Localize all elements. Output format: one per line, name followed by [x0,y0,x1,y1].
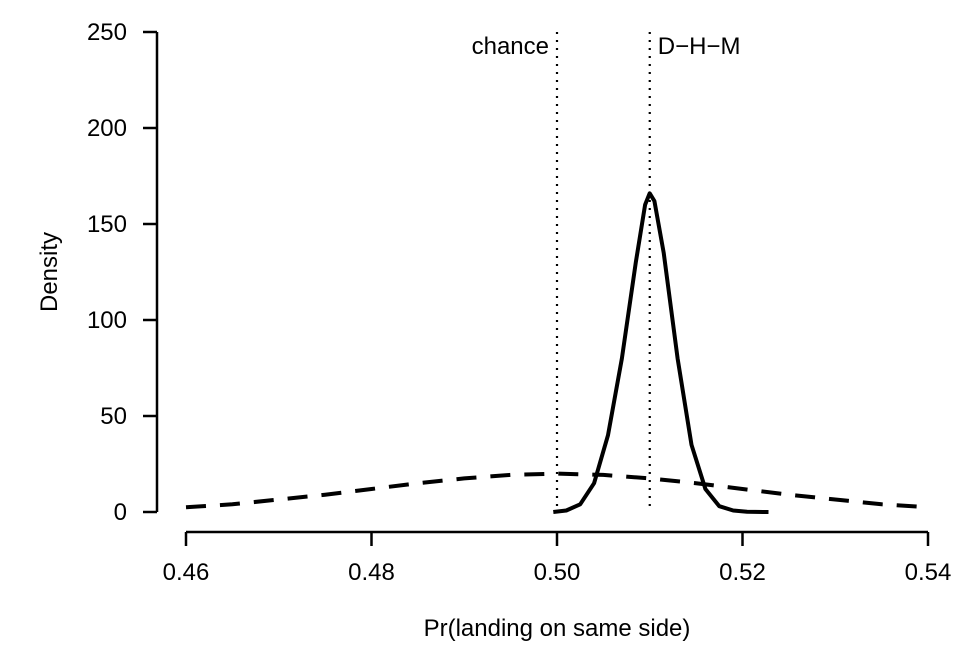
x-tick-label: 0.46 [163,559,210,586]
y-axis-label: Density [36,232,63,312]
x-tick-label: 0.50 [534,559,581,586]
x-tick-label: 0.54 [905,559,952,586]
y-tick-label: 50 [100,403,127,430]
axes [155,32,928,534]
dashed-density-line [185,471,929,510]
x-axis-label: Pr(landing on same side) [424,615,691,642]
reference-line-label: chance [472,33,549,60]
reference-lines: chance D−H−M [472,32,741,512]
x-tick-label: 0.52 [719,559,766,586]
x-tick-label: 0.48 [348,559,395,586]
solid-density-line [553,191,769,514]
y-tick-label: 0 [114,499,127,526]
y-ticks: 0 50 100 150 200 250 [87,19,157,526]
series-lines [185,191,929,514]
y-tick-label: 150 [87,211,127,238]
y-tick-label: 100 [87,307,127,334]
reference-line-label: D−H−M [658,33,741,60]
y-tick-label: 200 [87,115,127,142]
y-tick-label: 250 [87,19,127,46]
x-ticks: 0.46 0.48 0.50 0.52 0.54 [163,532,952,586]
